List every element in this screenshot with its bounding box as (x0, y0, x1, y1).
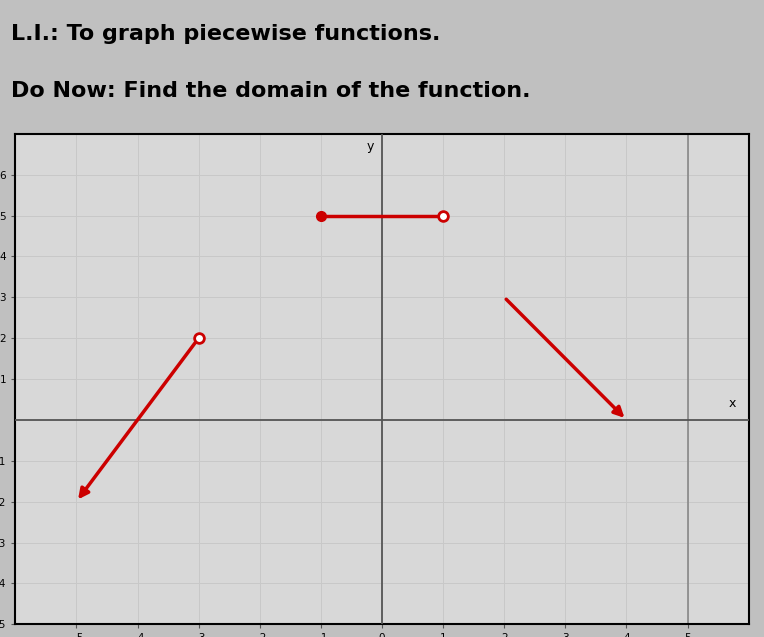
Text: L.I.: To graph piecewise functions.: L.I.: To graph piecewise functions. (11, 24, 441, 43)
Text: x: x (729, 397, 736, 410)
Text: y: y (367, 140, 374, 153)
Text: Do Now: Find the domain of the function.: Do Now: Find the domain of the function. (11, 81, 531, 101)
